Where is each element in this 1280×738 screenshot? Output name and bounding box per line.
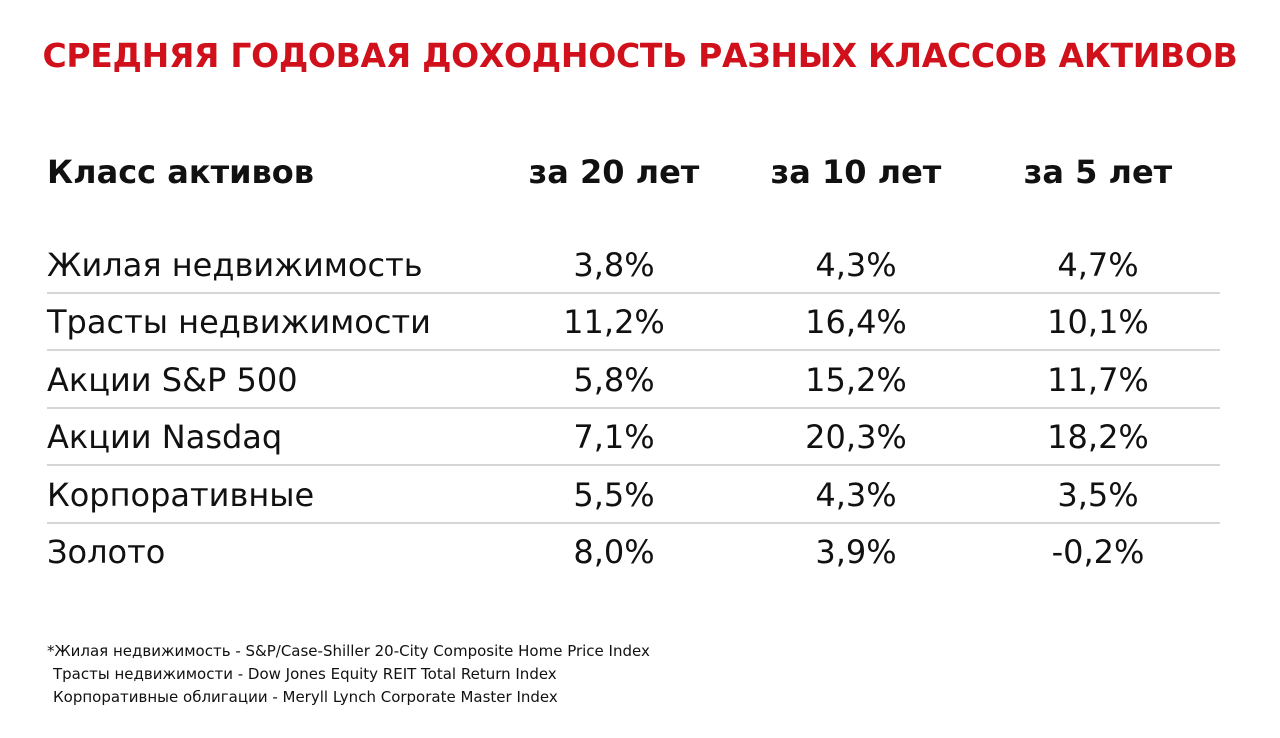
table-value: 4,3%: [815, 475, 897, 514]
table-value: 5,5%: [573, 475, 655, 514]
table-value: 8,0%: [573, 533, 655, 571]
row-label: Трасты недвижимости: [47, 303, 431, 342]
column-header: за 10 лет: [770, 153, 942, 191]
row-label: Акции Nasdaq: [47, 418, 283, 457]
table-value: 3,8%: [573, 246, 655, 284]
footnote: Трасты недвижимости - Dow Jones Equity R…: [53, 665, 557, 683]
row-label: Золото: [47, 533, 166, 571]
row-divider: [47, 292, 1220, 294]
row-divider: [47, 464, 1220, 467]
table-value: 4,7%: [1057, 246, 1139, 284]
column-header: за 20 лет: [528, 153, 700, 191]
column-header: за 5 лет: [1023, 153, 1173, 191]
table-value: 7,1%: [573, 418, 655, 457]
row-divider: [47, 521, 1220, 524]
table-value: 11,2%: [563, 303, 665, 342]
table-value: 3,9%: [815, 533, 897, 571]
table-value: 11,7%: [1047, 360, 1149, 399]
table-value: 20,3%: [805, 418, 907, 457]
table-value: 16,4%: [805, 303, 907, 342]
title: СРЕДНЯЯ ГОДОВАЯ ДОХОДНОСТЬ РАЗНЫХ КЛАССО…: [42, 36, 1238, 75]
row-label: Акции S&P 500: [47, 360, 298, 399]
row-divider: [47, 406, 1220, 409]
table-value: 10,1%: [1047, 303, 1149, 342]
table-value: 4,3%: [815, 246, 897, 284]
column-header: Класс активов: [47, 153, 315, 191]
row-label: Корпоративные: [47, 475, 315, 514]
table-value: -0,2%: [1051, 533, 1145, 571]
row-label: Жилая недвижимость: [47, 246, 423, 284]
footnote: *Жилая недвижимость - S&P/Case-Shiller 2…: [47, 642, 650, 660]
table-value: 5,8%: [573, 360, 655, 399]
table-value: 3,5%: [1057, 475, 1139, 514]
row-divider: [47, 349, 1220, 352]
table-value: 15,2%: [805, 360, 907, 399]
footnote: Корпоративные облигации - Meryll Lynch C…: [53, 688, 558, 706]
table-value: 18,2%: [1047, 418, 1149, 457]
